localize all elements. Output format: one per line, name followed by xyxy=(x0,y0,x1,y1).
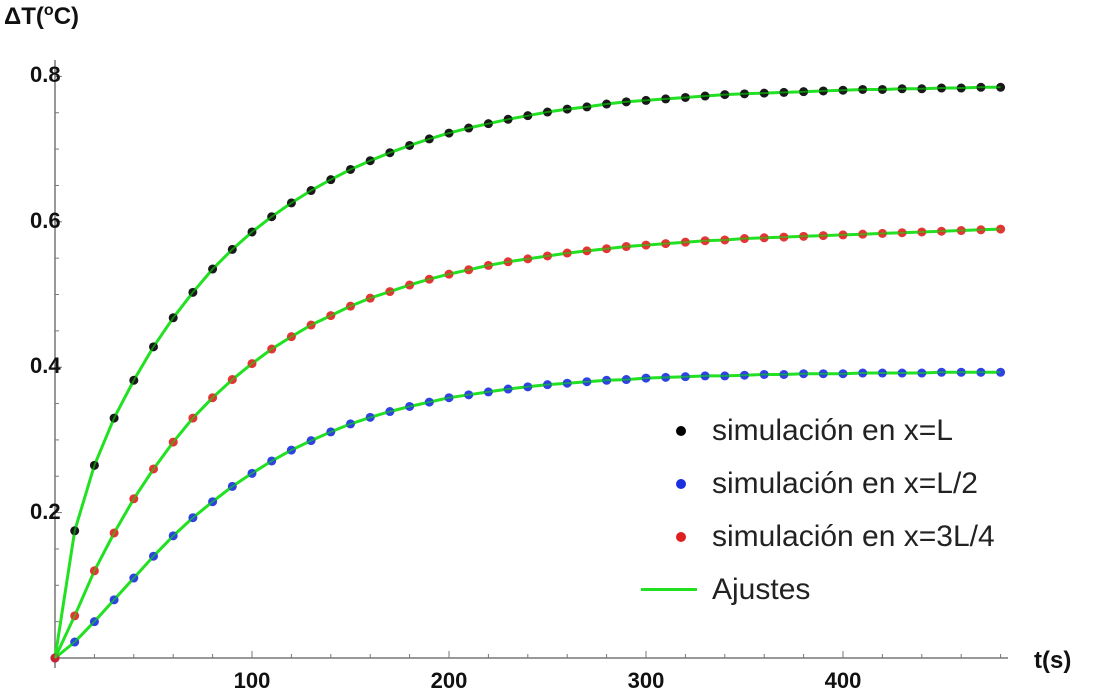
x-tick-label: 200 xyxy=(430,668,468,693)
y-tick-label: 0.8 xyxy=(30,62,61,88)
x-tick-label: 100 xyxy=(233,668,271,693)
green-line-icon xyxy=(641,588,697,591)
x-tick-label: 400 xyxy=(824,668,862,693)
x-tick-label: 300 xyxy=(627,668,665,693)
y-tick-label: 0.4 xyxy=(30,353,61,379)
red-dot-icon xyxy=(676,531,686,542)
y-axis-title: ΔT(oC) xyxy=(4,2,80,30)
y-tick-label: 0.2 xyxy=(30,498,61,524)
legend: simulación en x=L simulación en x=L/2 si… xyxy=(632,404,995,616)
legend-item-x-L: simulación en x=L xyxy=(632,404,995,457)
legend-item-x-3L4: simulación en x=3L/4 xyxy=(632,510,995,563)
black-dot-icon xyxy=(676,425,686,436)
blue-dot-icon xyxy=(676,478,686,489)
legend-item-ajustes: Ajustes xyxy=(632,563,995,616)
legend-item-x-L2: simulación en x=L/2 xyxy=(632,457,995,510)
data-point xyxy=(996,224,1006,234)
x-axis-title: t(s) xyxy=(1034,647,1072,674)
y-tick-label: 0.6 xyxy=(30,207,61,233)
